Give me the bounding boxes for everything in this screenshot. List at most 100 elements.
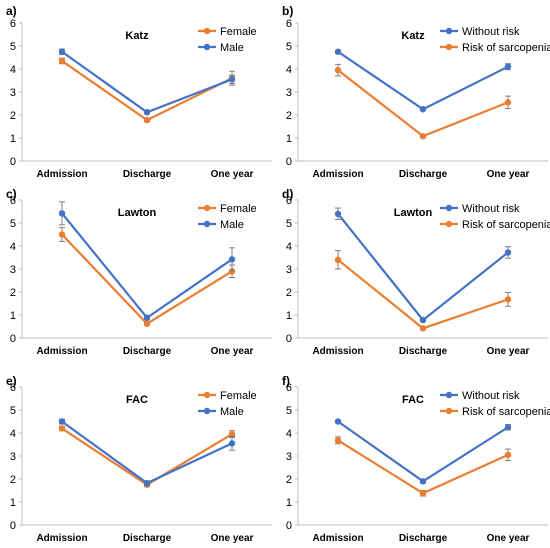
data-point — [334, 210, 342, 217]
y-tick-label: 6 — [10, 195, 16, 207]
series-line — [337, 439, 509, 495]
panel-label: c) — [6, 187, 17, 201]
x-tick-label: Admission — [312, 346, 363, 357]
chart-panel-1: a) 0 1 2 3 4 5 6 Admission Discharge One year Katz F… — [6, 4, 272, 180]
y-tick-label: 6 — [10, 18, 16, 30]
x-tick-label: Discharge — [123, 533, 172, 544]
x-tick-label: Admission — [36, 533, 87, 544]
chart-title: Katz — [401, 30, 425, 42]
series-line — [61, 50, 233, 114]
series-1 — [334, 418, 512, 485]
legend-label: Risk of sarcopenia — [462, 42, 550, 54]
legend-swatch-marker — [203, 407, 211, 415]
data-point — [58, 57, 66, 65]
data-point — [143, 320, 151, 327]
chart-title: FAC — [126, 394, 148, 406]
panel-label: a) — [6, 4, 17, 18]
legend-swatch-marker — [203, 27, 211, 35]
data-point — [334, 256, 342, 263]
data-point — [504, 451, 512, 459]
y-tick-label: 4 — [286, 428, 292, 440]
data-point — [419, 490, 427, 497]
y-tick-label: 0 — [286, 333, 292, 345]
series-2 — [58, 418, 236, 487]
y-tick-label: 5 — [286, 218, 292, 230]
panel-label: d) — [282, 187, 293, 201]
y-tick-label: 4 — [10, 64, 16, 76]
series-line — [337, 420, 509, 483]
y-tick-label: 0 — [10, 156, 16, 168]
x-tick-label: Discharge — [399, 346, 448, 357]
data-point — [419, 106, 427, 113]
y-tick-label: 4 — [286, 241, 292, 253]
legend-label: Male — [220, 42, 244, 54]
y-tick-label: 5 — [286, 405, 292, 417]
y-tick-label: 1 — [10, 310, 16, 322]
data-point — [419, 325, 427, 332]
chart-panel-2: b) 0 1 2 3 4 5 6 Admission Discharge One year Katz W… — [282, 4, 550, 180]
y-tick-label: 1 — [286, 133, 292, 145]
data-point — [143, 116, 151, 124]
data-point — [419, 478, 427, 485]
x-tick-label: Discharge — [123, 346, 172, 357]
legend-swatch-marker — [445, 43, 453, 51]
x-tick-label: Admission — [312, 169, 363, 180]
y-tick-label: 3 — [10, 451, 16, 463]
y-tick-label: 0 — [10, 520, 16, 532]
legend-swatch-marker — [203, 391, 211, 399]
series-2 — [58, 201, 236, 321]
y-tick-label: 3 — [286, 451, 292, 463]
x-tick-label: One year — [487, 533, 530, 544]
series-1 — [334, 207, 512, 324]
legend-swatch-marker — [445, 204, 453, 212]
y-tick-label: 5 — [10, 405, 16, 417]
data-point — [228, 76, 236, 83]
panel-label: e) — [6, 374, 17, 388]
x-tick-label: One year — [487, 169, 530, 180]
data-point — [58, 48, 66, 55]
data-point — [228, 256, 236, 263]
y-tick-label: 1 — [286, 310, 292, 322]
y-tick-label: 0 — [10, 333, 16, 345]
chart-panel-3: c) 0 1 2 3 4 5 6 Admission Discharge One year Lawto… — [6, 187, 272, 357]
x-tick-label: Discharge — [399, 533, 448, 544]
data-point — [334, 437, 342, 444]
panel-label: f) — [282, 374, 290, 388]
legend-label: Female — [220, 26, 257, 38]
data-point — [228, 430, 236, 438]
y-tick-label: 2 — [10, 110, 16, 122]
data-point — [334, 48, 342, 55]
y-tick-label: 6 — [286, 382, 292, 394]
legend-label: Male — [220, 219, 244, 231]
y-tick-label: 1 — [10, 133, 16, 145]
y-tick-label: 4 — [10, 241, 16, 253]
y-tick-label: 2 — [286, 474, 292, 486]
legend-swatch-marker — [445, 407, 453, 415]
series-1 — [58, 227, 236, 327]
x-tick-label: One year — [211, 346, 254, 357]
chart-title: Lawton — [118, 207, 157, 219]
panel-label: b) — [282, 4, 293, 18]
legend-label: Without risk — [462, 390, 520, 402]
y-tick-label: 4 — [10, 428, 16, 440]
y-tick-label: 5 — [10, 218, 16, 230]
data-point — [143, 479, 151, 487]
data-point — [504, 63, 512, 70]
series-line — [61, 427, 233, 487]
data-point — [419, 316, 427, 324]
y-tick-label: 0 — [286, 156, 292, 168]
x-tick-label: Discharge — [399, 169, 448, 180]
x-tick-label: One year — [487, 346, 530, 357]
y-tick-label: 6 — [10, 382, 16, 394]
series-2 — [58, 48, 236, 116]
y-tick-label: 2 — [286, 287, 292, 299]
legend-swatch-marker — [203, 220, 211, 228]
x-tick-label: Discharge — [123, 169, 172, 180]
data-point — [334, 418, 342, 425]
series-line — [337, 50, 509, 111]
y-tick-label: 5 — [286, 41, 292, 53]
x-tick-label: Admission — [312, 533, 363, 544]
data-point — [504, 99, 512, 106]
y-tick-label: 2 — [10, 474, 16, 486]
